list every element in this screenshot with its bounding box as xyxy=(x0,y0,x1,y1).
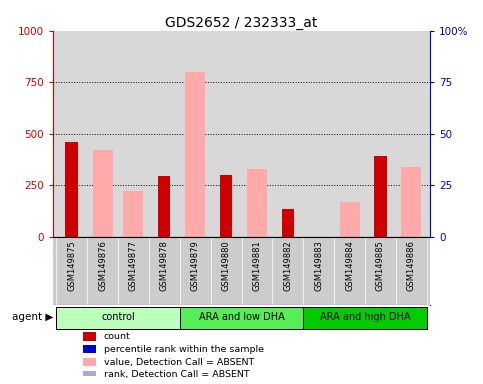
Bar xyxy=(158,176,170,237)
Bar xyxy=(180,307,303,329)
Bar xyxy=(66,142,78,237)
Text: percentile rank within the sample: percentile rank within the sample xyxy=(104,345,264,354)
Bar xyxy=(374,156,386,237)
Text: GSM149878: GSM149878 xyxy=(160,240,169,291)
Text: GSM149879: GSM149879 xyxy=(191,240,199,291)
Bar xyxy=(220,175,232,237)
Bar xyxy=(83,358,97,366)
Text: control: control xyxy=(101,313,135,323)
Bar xyxy=(247,169,267,237)
Bar xyxy=(303,307,427,329)
Text: GSM149876: GSM149876 xyxy=(98,240,107,291)
Text: ARA and high DHA: ARA and high DHA xyxy=(320,313,410,323)
Bar xyxy=(93,150,113,237)
Text: GSM149886: GSM149886 xyxy=(407,240,416,291)
Text: value, Detection Call = ABSENT: value, Detection Call = ABSENT xyxy=(104,358,254,367)
Bar xyxy=(185,72,205,237)
Bar xyxy=(282,209,294,237)
Text: GSM149877: GSM149877 xyxy=(129,240,138,291)
Text: GSM149885: GSM149885 xyxy=(376,240,385,291)
Bar xyxy=(83,371,97,379)
Text: rank, Detection Call = ABSENT: rank, Detection Call = ABSENT xyxy=(104,371,250,379)
Text: GSM149882: GSM149882 xyxy=(284,240,292,291)
Text: count: count xyxy=(104,332,131,341)
Text: agent ▶: agent ▶ xyxy=(13,313,54,323)
Text: GSM149880: GSM149880 xyxy=(222,240,230,291)
Text: GSM149881: GSM149881 xyxy=(253,240,261,291)
Text: ARA and low DHA: ARA and low DHA xyxy=(199,313,284,323)
Text: GSM149875: GSM149875 xyxy=(67,240,76,291)
Text: GSM149883: GSM149883 xyxy=(314,240,323,291)
Bar xyxy=(83,345,97,353)
Bar xyxy=(401,167,421,237)
Bar xyxy=(83,333,97,341)
Text: GSM149884: GSM149884 xyxy=(345,240,354,291)
Bar xyxy=(56,307,180,329)
Bar xyxy=(340,202,360,237)
Bar xyxy=(123,191,143,237)
Title: GDS2652 / 232333_at: GDS2652 / 232333_at xyxy=(165,16,318,30)
